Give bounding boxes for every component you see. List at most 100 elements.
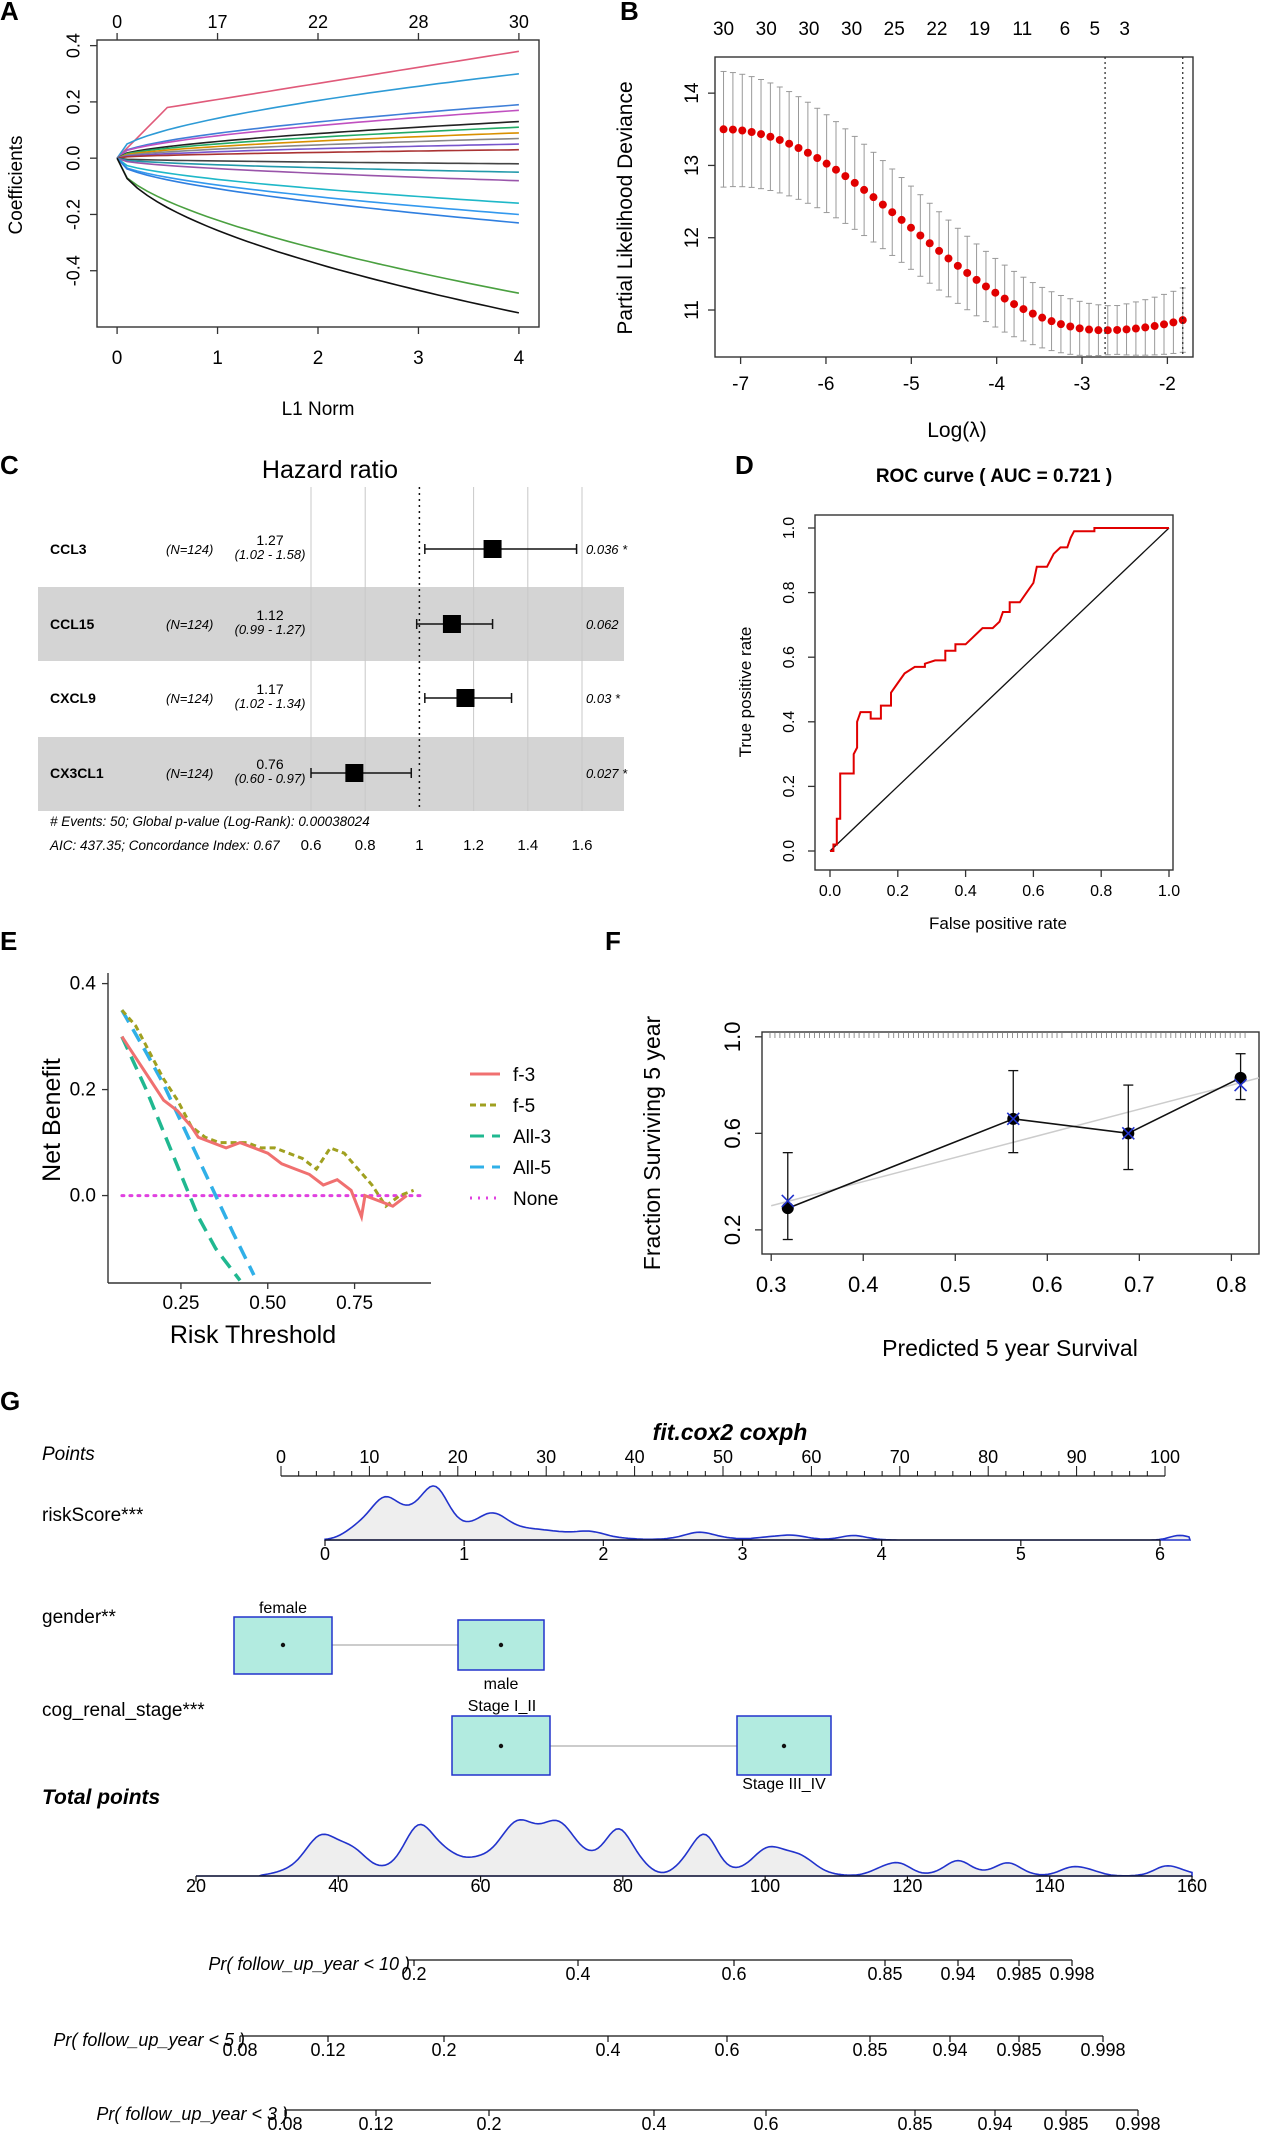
top-tick-label: 3 [1119,19,1130,40]
y-tick-label: 0.8 [781,581,798,603]
panel-d-y-axis: 0.0 0.2 0.4 0.6 0.8 1.0 [781,517,815,862]
nomogram-stage-1-2-label: Stage I_II [468,1698,537,1715]
top-tick-label: 6 [1060,19,1071,40]
y-tick-label: 0.4 [781,711,798,733]
x-tick-label: 0.8 [355,837,376,854]
panel-d: D ROC curve ( AUC = 0.721 ) 0.0 0.2 0.4 0.6… [735,450,1180,933]
deviance-point [831,165,840,174]
forest-row-n: (N=124) [166,691,213,706]
deviance-point [1150,322,1159,331]
panel-a-x-axis: 0 1 2 3 4 [112,327,525,369]
forest-hr-square [442,615,461,633]
axis-label: 90 [1067,1447,1087,1467]
panel-b-error-bars [720,70,1186,357]
deviance-point [869,193,878,202]
panel-d-frame [814,514,1174,871]
panel-b-y-axis: 11 12 13 14 [682,82,715,320]
forest-row-pvalue: 0.03 * [586,691,621,706]
forest-row-pvalue: 0.036 * [586,542,628,557]
coef-path-s5 [116,120,519,159]
top-tick-label: 28 [408,12,428,32]
forest-hr-square [345,764,364,782]
nomogram-gender-female-box [233,1616,333,1675]
panel-e-legend: f-3 f-5 All-3 All-5 None [470,1065,558,1210]
top-tick-label: 0 [112,12,122,32]
axis-label: 0.08 [267,2114,302,2134]
coef-path-s1 [116,50,520,159]
forest-row-n: (N=124) [166,617,213,632]
y-tick-label: 0.2 [70,1080,96,1101]
x-tick-label: 0.75 [336,1293,373,1314]
legend-label: All-3 [513,1127,551,1148]
coef-path-s16 [116,157,519,224]
axis-label: 0.12 [310,2040,345,2060]
panel-f-ideal-line [771,1077,1260,1207]
y-tick-label: 0.4 [70,974,97,995]
axis-label: 0.94 [940,1964,975,1984]
axis-label: 0.4 [641,2114,666,2134]
forest-row-ci: (0.60 - 0.97) [235,771,306,786]
x-tick-label: 1.6 [572,837,593,854]
x-tick-label: 0.25 [162,1293,199,1314]
panel-c-shade-row-2 [38,587,624,661]
axis-label: 80 [613,1876,633,1896]
panel-f-letter: F [605,926,621,956]
deviance-point [963,268,972,277]
top-tick-label: 19 [969,19,990,40]
panel-b-ylabel: Partial Likelihood Deviance [614,81,637,334]
panel-e-ylabel: Net Benefit [38,1058,66,1182]
panel-a-letter: A [0,0,19,26]
axis-label: 100 [750,1876,780,1896]
deviance-point [728,125,737,134]
predicted-marker [1234,1078,1248,1092]
legend-label: f-5 [513,1096,535,1117]
deviance-point [719,125,728,134]
x-tick-label: 3 [413,348,424,369]
x-tick-label: 0.50 [249,1293,286,1314]
panel-b-deviance-points [719,125,1187,335]
panel-b-x-axis: -7 -6 -5 -4 -3 -2 [732,357,1176,395]
top-tick-label: 30 [509,12,529,32]
axis-label: 0.998 [1080,2040,1125,2060]
y-tick-label: 1.0 [781,517,798,539]
forest-row-label: CCL15 [50,616,95,632]
y-tick-label: 0.4 [64,33,84,58]
deviance-point [1075,324,1084,333]
top-tick-label: 5 [1090,19,1101,40]
nomogram-riskscore-label: riskScore*** [42,1505,144,1526]
panel-d-title: ROC curve ( AUC = 0.721 ) [876,466,1112,487]
forest-hr-square [483,540,502,558]
panel-b-letter: B [620,0,639,26]
panel-b-xlabel: Log(λ) [927,419,987,442]
forest-row-label: CXCL9 [50,690,96,706]
forest-row-hr: 0.76 [256,756,283,772]
axis-label: 80 [978,1447,998,1467]
x-tick-label: 0.8 [1090,883,1112,900]
deviance-point [906,223,915,232]
deviance-point [747,127,756,136]
panel-a-top-axis: 0 17 22 28 30 [112,12,529,40]
deviance-point [813,153,822,162]
y-tick-label: 0.6 [781,646,798,668]
panel-d-ylabel: True positive rate [736,627,755,758]
deviance-point [981,282,990,291]
panel-b-top-axis: 30 30 30 30 25 22 19 11 6 5 3 [713,19,1130,40]
deviance-point [1066,322,1075,331]
axis-label: 60 [471,1876,491,1896]
axis-label: 2 [598,1544,608,1564]
panel-c-x-axis: 0.6 0.8 1 1.2 1.4 1.6 [301,837,593,854]
x-tick-label: 0.4 [954,883,976,900]
x-tick-label: -3 [1074,374,1091,395]
nomogram-stage-label: cog_renal_stage*** [42,1700,205,1721]
deviance-point [888,208,897,217]
nomogram-pr3-label: Pr( follow_up_year < 3 ) [96,2104,288,2124]
axis-label: 0.12 [358,2114,393,2134]
coef-path-s4 [116,109,519,159]
x-tick-label: 0.0 [819,883,841,900]
panel-d-diagonal [829,527,1170,852]
deviance-point [1131,324,1140,333]
panel-f-xlabel: Predicted 5 year Survival [882,1335,1138,1361]
panel-f-calibration [781,1053,1248,1241]
top-tick-label: 25 [884,19,905,40]
